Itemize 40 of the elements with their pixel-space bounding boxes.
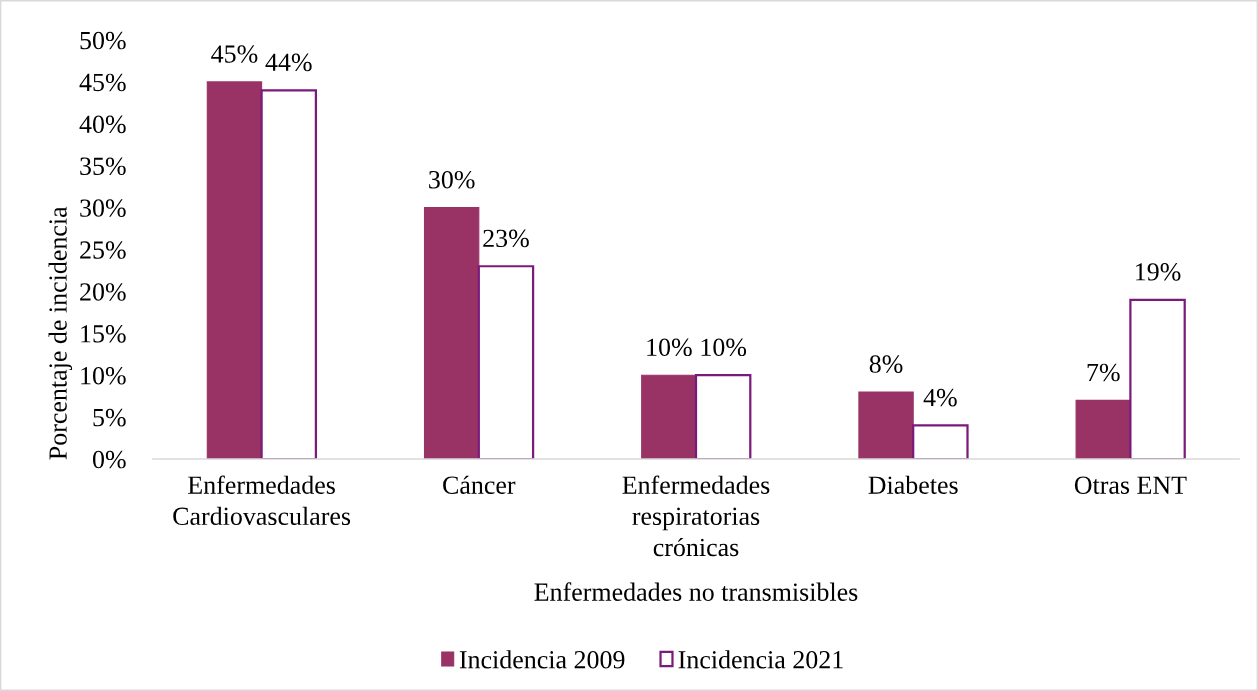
bar bbox=[641, 374, 697, 459]
y-tick-label: 5% bbox=[93, 408, 126, 427]
y-tick-label: 45% bbox=[79, 73, 126, 92]
bar bbox=[206, 81, 263, 459]
data-label: 19% bbox=[1136, 263, 1181, 281]
data-label: 10% bbox=[701, 338, 747, 357]
x-tick-label: Diabetes bbox=[868, 475, 958, 494]
data-label: 23% bbox=[483, 229, 529, 248]
y-tick-label: 50% bbox=[80, 31, 126, 50]
data-label: 8% bbox=[869, 355, 903, 373]
data-label: 44% bbox=[265, 53, 312, 72]
x-tick-label: Enfermedades Cardiovasculares bbox=[173, 475, 351, 526]
y-tick-label: 25% bbox=[80, 241, 126, 259]
bar bbox=[477, 265, 535, 459]
bar bbox=[694, 374, 752, 459]
x-tick-label: Enfermedades respiratorias crónicas bbox=[622, 475, 770, 557]
y-tick-label: 0% bbox=[92, 450, 126, 469]
y-tick-label: 30% bbox=[80, 199, 126, 217]
x-tick-label: Cáncer bbox=[443, 475, 516, 494]
bar bbox=[260, 89, 318, 459]
data-label: 7% bbox=[1087, 363, 1120, 382]
x-tick-label: Otras ENT bbox=[1074, 476, 1187, 494]
y-tick-label: 20% bbox=[80, 283, 126, 301]
data-label: 45% bbox=[211, 45, 258, 63]
data-label: 30% bbox=[429, 170, 475, 189]
y-tick-label: 10% bbox=[81, 366, 126, 385]
y-axis-title: Porcentaje de incidencia bbox=[48, 206, 73, 460]
bar bbox=[423, 207, 480, 459]
data-label: 10% bbox=[647, 338, 692, 357]
bar bbox=[858, 391, 914, 459]
bar bbox=[1129, 298, 1186, 459]
bar bbox=[912, 424, 969, 459]
legend-label: Incidencia 2009 bbox=[459, 650, 625, 669]
data-label: 4% bbox=[923, 388, 957, 407]
bar bbox=[1075, 399, 1131, 459]
y-tick-label: 40% bbox=[79, 115, 126, 134]
y-tick-label: 35% bbox=[80, 157, 126, 176]
y-tick-label: 15% bbox=[81, 325, 126, 343]
x-axis-title: Enfermedades no transmisibles bbox=[534, 582, 858, 601]
legend-label: Incidencia 2021 bbox=[678, 650, 843, 669]
